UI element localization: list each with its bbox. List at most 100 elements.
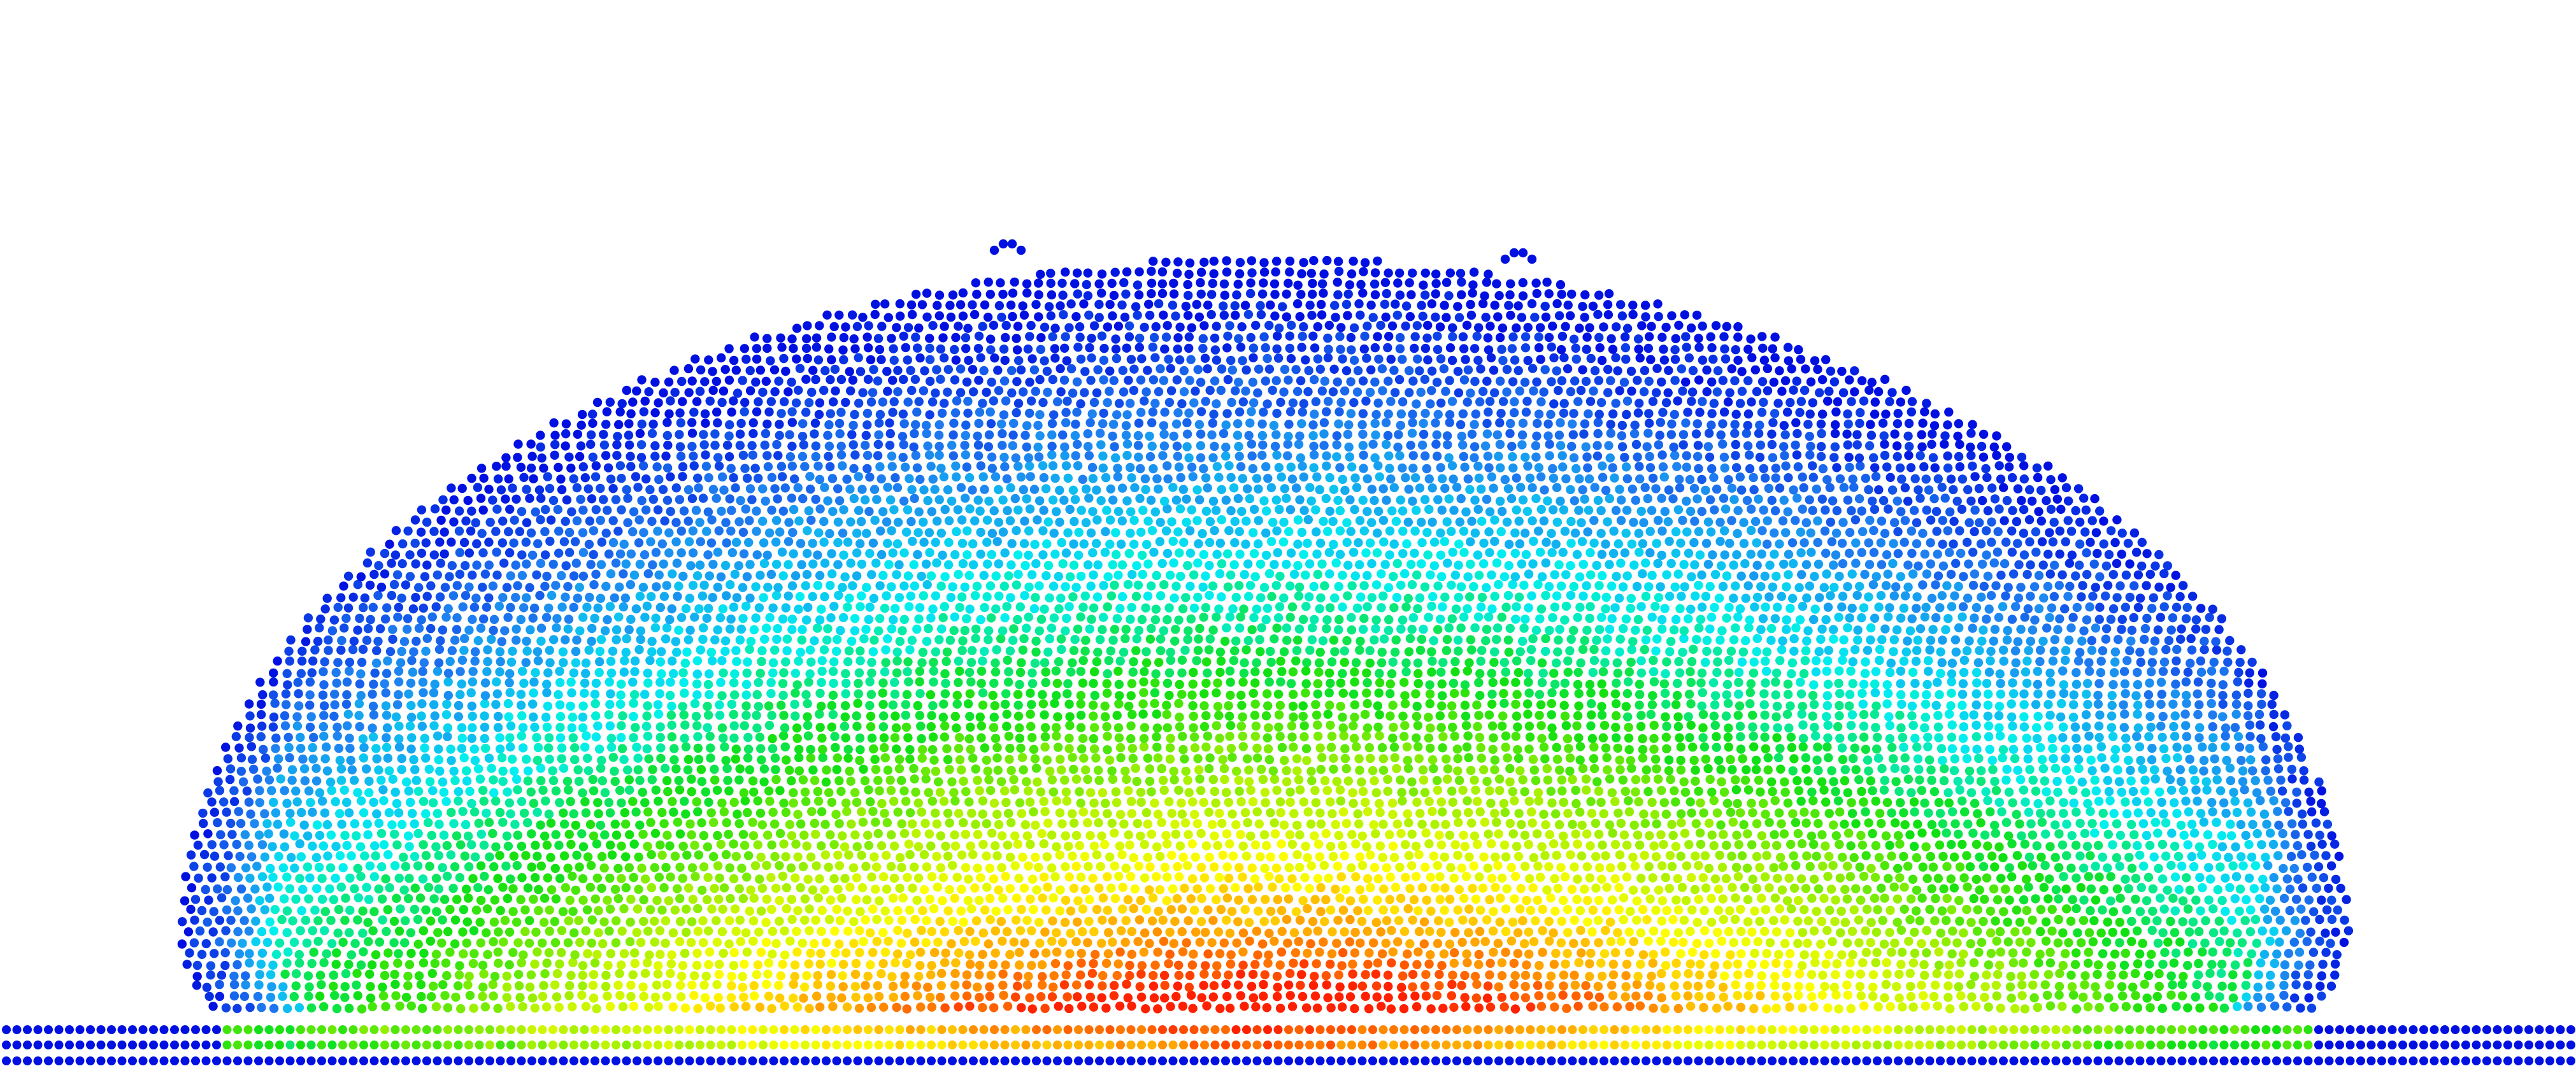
droplet-particle [1271, 863, 1282, 873]
droplet-particle [1377, 742, 1387, 753]
droplet-particle [1447, 979, 1457, 990]
droplet-particle [1303, 927, 1312, 937]
droplet-particle [1316, 907, 1326, 916]
droplet-particle [1047, 775, 1057, 785]
droplet-particle [1306, 861, 1316, 871]
droplet-particle [817, 906, 827, 915]
droplet-particle [588, 774, 597, 785]
droplet-particle [1407, 861, 1417, 870]
droplet-particle [1849, 753, 1858, 764]
droplet-particle [1245, 936, 1254, 946]
droplet-particle [799, 993, 808, 1003]
droplet-particle [340, 916, 350, 925]
droplet-particle [464, 893, 473, 903]
droplet-particle [935, 787, 945, 797]
droplet-particle [1017, 809, 1027, 818]
substrate-particle [1988, 1056, 1998, 1065]
droplet-particle [1802, 851, 1812, 861]
droplet-particle [1244, 765, 1254, 775]
droplet-particle [1295, 785, 1305, 795]
droplet-particle [2138, 764, 2147, 774]
droplet-particle [1538, 948, 1547, 957]
substrate-particle [201, 1056, 211, 1065]
substrate-particle [664, 1056, 673, 1065]
droplet-particle [1093, 765, 1103, 775]
droplet-particle [1165, 743, 1175, 753]
droplet-particle [1295, 862, 1305, 872]
substrate-particle [654, 1041, 662, 1049]
droplet-particle [2331, 927, 2340, 937]
droplet-particle [180, 896, 190, 906]
substrate-particle [1105, 1041, 1115, 1049]
droplet-particle [1005, 744, 1015, 753]
droplet-particle [978, 839, 988, 849]
droplet-particle [651, 785, 661, 795]
droplet-particle [1541, 820, 1550, 830]
droplet-particle [1943, 788, 1953, 798]
droplet-particle [1210, 831, 1219, 841]
droplet-particle [1607, 788, 1617, 798]
droplet-particle [525, 982, 535, 992]
droplet-particle [2042, 787, 2051, 797]
droplet-particle [1581, 981, 1591, 991]
droplet-particle [1041, 905, 1051, 915]
droplet-particle [562, 776, 573, 786]
substrate-particle [853, 1056, 862, 1065]
droplet-particle [1571, 829, 1580, 839]
droplet-particle [2222, 948, 2232, 957]
droplet-particle [340, 982, 350, 991]
droplet-particle [1348, 788, 1357, 798]
droplet-particle [447, 756, 456, 765]
substrate-particle [390, 1025, 400, 1034]
droplet-particle [1098, 788, 1108, 798]
droplet-particle [2262, 820, 2272, 829]
droplet-particle [1915, 775, 1924, 785]
droplet-particle [779, 799, 789, 808]
droplet-particle [1938, 851, 1948, 862]
droplet-particle [1722, 960, 1732, 970]
substrate-particle [2556, 1041, 2565, 1049]
droplet-particle [2246, 807, 2256, 817]
droplet-particle [1130, 884, 1140, 894]
droplet-particle [1605, 820, 1615, 830]
droplet-particle [1140, 928, 1150, 938]
droplet-particle [552, 969, 562, 979]
droplet-particle [2133, 959, 2143, 969]
droplet-particle [255, 896, 264, 906]
droplet-particle [1906, 991, 1916, 1002]
droplet-particle [712, 980, 722, 990]
substrate-particle [1778, 1056, 1787, 1065]
droplet-particle [1076, 872, 1086, 882]
substrate-particle [727, 1041, 736, 1049]
droplet-particle [1337, 1002, 1347, 1012]
droplet-particle [750, 861, 761, 870]
substrate-particle [369, 1025, 379, 1034]
droplet-particle [2066, 970, 2076, 980]
droplet-particle [2072, 873, 2081, 883]
droplet-particle [918, 906, 927, 916]
droplet-particle [1459, 830, 1468, 840]
droplet-particle [262, 882, 272, 892]
droplet-particle [480, 1002, 490, 1012]
droplet-particle [1052, 796, 1062, 806]
droplet-particle [703, 842, 713, 852]
droplet-particle [1909, 797, 1919, 807]
droplet-particle [888, 981, 898, 991]
droplet-particle [353, 915, 362, 925]
droplet-particle [1388, 841, 1398, 851]
droplet-particle [1520, 787, 1529, 797]
substrate-particle [2083, 1025, 2092, 1034]
droplet-particle [1628, 885, 1638, 895]
droplet-particle [366, 993, 376, 1003]
droplet-particle [2228, 970, 2238, 979]
droplet-particle [181, 872, 190, 881]
droplet-particle [183, 927, 194, 937]
droplet-particle [1966, 918, 1976, 927]
droplet-particle [1470, 972, 1480, 981]
droplet-particle [701, 971, 711, 981]
droplet-particle [776, 971, 786, 981]
droplet-particle [936, 992, 945, 1002]
substrate-particle [1011, 1041, 1020, 1049]
droplet-particle [771, 765, 780, 774]
substrate-particle [811, 1041, 820, 1049]
